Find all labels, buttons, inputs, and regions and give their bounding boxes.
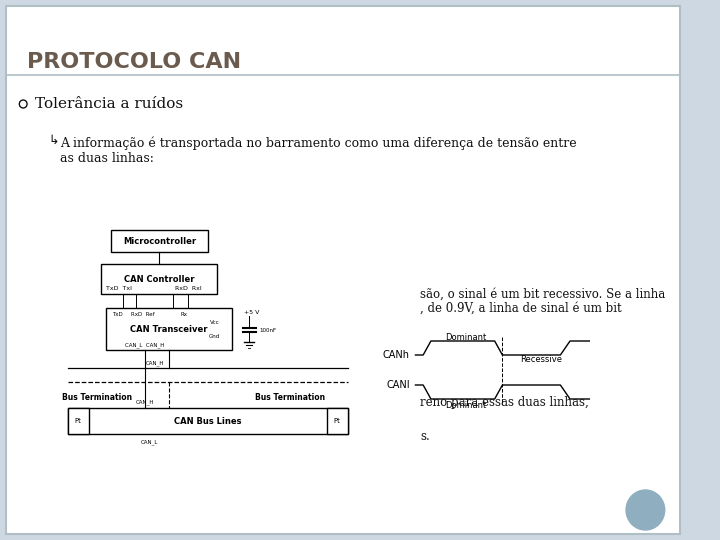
Bar: [102, 264, 217, 294]
Text: CANI: CANI: [386, 380, 410, 390]
Text: ↳: ↳: [48, 133, 59, 146]
Text: Dominant: Dominant: [445, 401, 486, 409]
Text: RxD  Ref: RxD Ref: [131, 312, 155, 316]
Text: CAN_H: CAN_H: [135, 399, 154, 405]
Text: s.: s.: [420, 430, 430, 443]
Text: TxD  TxI: TxD TxI: [106, 286, 132, 291]
Text: Vcc: Vcc: [210, 320, 220, 325]
Text: são, o sinal é um bit recessivo. Se a linha: são, o sinal é um bit recessivo. Se a li…: [420, 288, 665, 301]
Text: Microcontroller: Microcontroller: [123, 237, 196, 246]
Text: 100nF: 100nF: [259, 327, 276, 333]
Text: reno para essas duas linhas,: reno para essas duas linhas,: [420, 396, 589, 409]
Bar: [111, 230, 208, 252]
Text: CANh: CANh: [382, 350, 410, 360]
Text: as duas linhas:: as duas linhas:: [60, 152, 154, 165]
Text: RxD  RxI: RxD RxI: [175, 286, 202, 291]
Text: CAN Bus Lines: CAN Bus Lines: [174, 416, 241, 426]
Text: +5 V: +5 V: [243, 310, 259, 315]
Text: Pt: Pt: [334, 418, 341, 424]
Text: CAN_H: CAN_H: [145, 360, 164, 366]
Text: Dominant: Dominant: [445, 333, 486, 341]
Text: CAN Transceiver: CAN Transceiver: [130, 325, 208, 334]
Text: TxD: TxD: [112, 312, 123, 316]
Text: Bus Termination: Bus Termination: [61, 394, 132, 402]
Bar: [68, 408, 348, 434]
Text: , de 0.9V, a linha de sinal é um bit: , de 0.9V, a linha de sinal é um bit: [420, 302, 622, 315]
Text: Bus Termination: Bus Termination: [255, 394, 325, 402]
Text: A informação é transportada no barramento como uma diferença de tensão entre: A informação é transportada no barrament…: [60, 137, 577, 151]
Bar: [107, 308, 232, 350]
Text: Gnd: Gnd: [209, 334, 220, 339]
Bar: [327, 408, 348, 434]
Text: Pt: Pt: [75, 418, 81, 424]
Text: Recessive: Recessive: [520, 355, 562, 364]
Circle shape: [626, 490, 665, 530]
Text: PROTOCOLO CAN: PROTOCOLO CAN: [27, 52, 241, 72]
Text: Rx: Rx: [180, 312, 187, 316]
Text: CAN_L: CAN_L: [141, 439, 158, 445]
Bar: [68, 408, 89, 434]
Text: CAN_L  CAN_H: CAN_L CAN_H: [125, 342, 165, 348]
Text: CAN Controller: CAN Controller: [124, 274, 194, 284]
Text: Tolerância a ruídos: Tolerância a ruídos: [35, 97, 183, 111]
